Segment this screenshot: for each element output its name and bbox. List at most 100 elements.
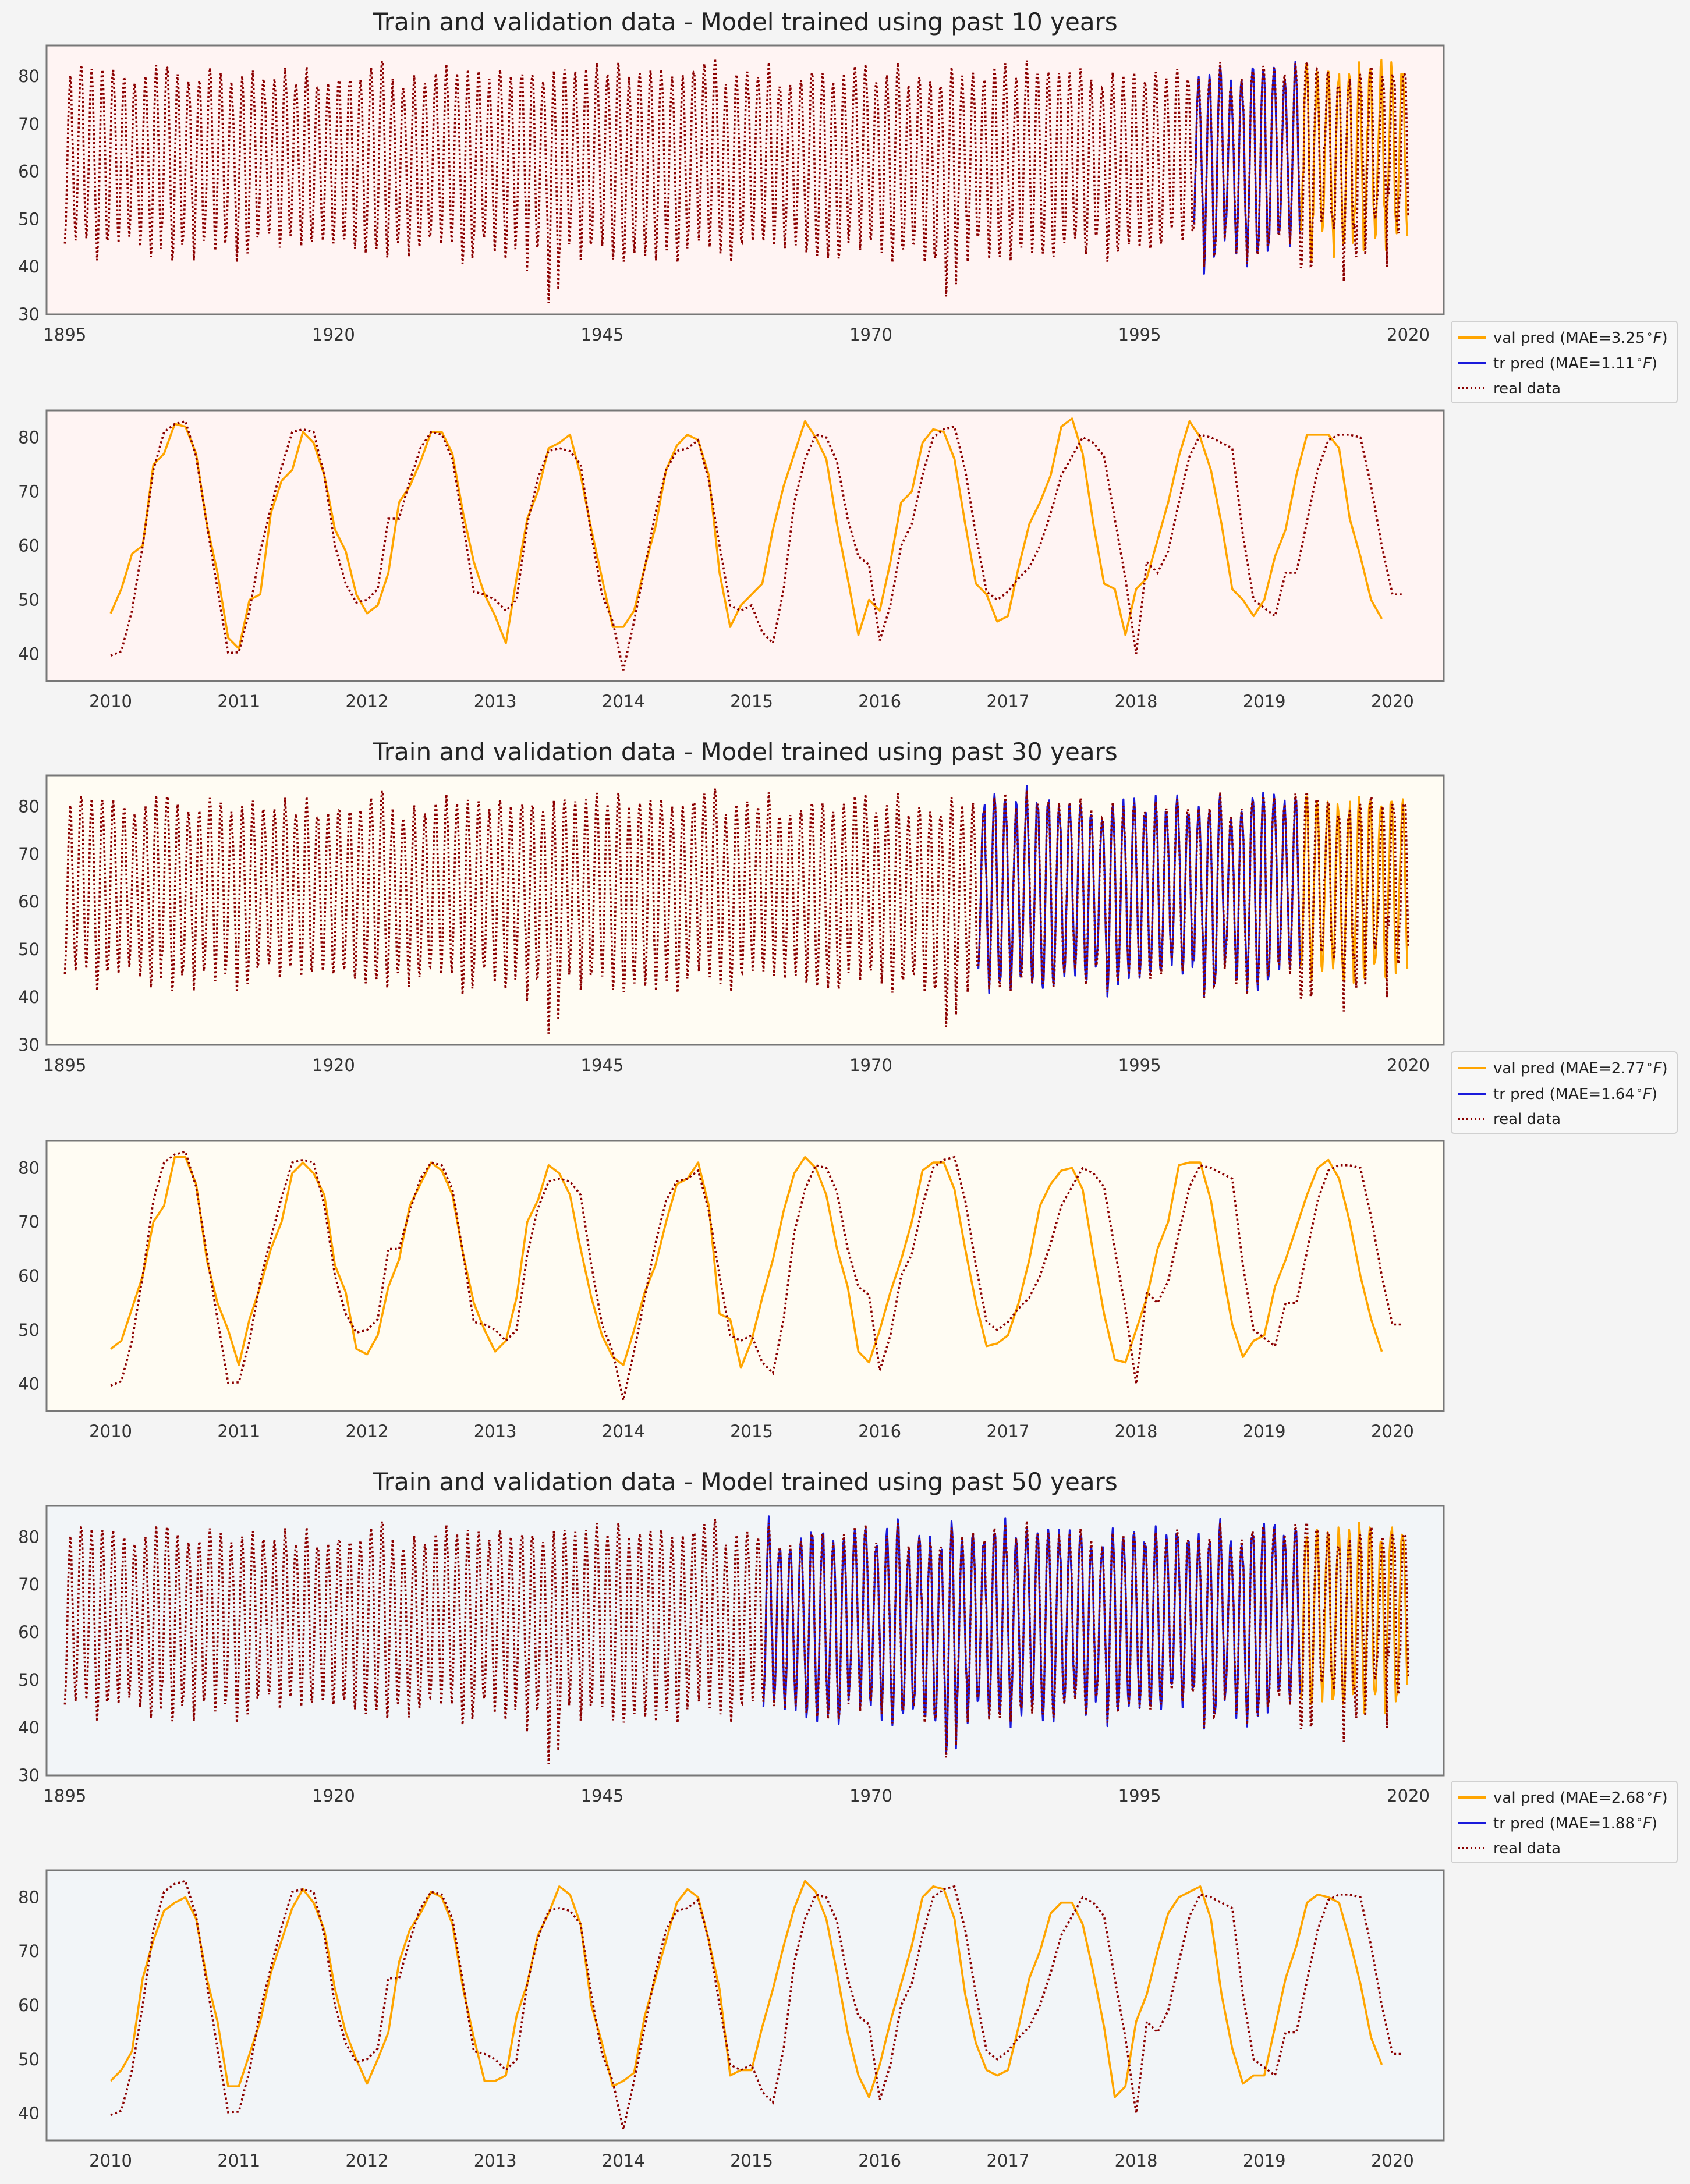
x-tick-label: 2010 (89, 1421, 132, 1441)
y-tick-label: 50 (18, 939, 40, 959)
y-tick-label: 60 (18, 536, 40, 556)
x-tick-label: 2018 (1115, 2151, 1158, 2171)
x-tick-label: 2015 (730, 2151, 773, 2171)
x-tick-label: 2019 (1243, 692, 1286, 711)
x-tick-label: 1970 (849, 325, 892, 345)
x-tick-label: 2017 (986, 1421, 1029, 1441)
legend-box (1451, 321, 1678, 403)
x-tick-label: 2010 (89, 2151, 132, 2171)
y-tick-label: 70 (18, 1212, 40, 1232)
x-tick-label: 1970 (849, 1055, 892, 1075)
legend: val pred (MAE=2.68 ∘F) tr pred (MAE=1.88 ∘… (1451, 1781, 1678, 1863)
zoom-axes: 40 50 60 70 80 2010 2011 2012 2013 2014 2015 2016 20… (18, 409, 1445, 711)
x-tick-label: 2012 (346, 2151, 389, 2171)
x-tick-label: 2016 (858, 1421, 901, 1441)
legend-label-real-data: real data (1493, 1840, 1561, 1857)
legend-label-val-pred: val pred (MAE=2.68 ∘F) (1493, 1788, 1668, 1807)
x-tick-label: 1995 (1118, 1055, 1161, 1075)
y-tick-label: 60 (18, 1995, 40, 2015)
zoom-axes: 40 50 60 70 80 2010 2011 2012 2013 2014 2015 2016 20… (18, 1869, 1445, 2171)
y-tick-label: 40 (18, 644, 40, 664)
y-tick-label: 70 (18, 482, 40, 502)
x-tick-label: 1920 (312, 325, 355, 345)
axes-border (45, 1869, 1445, 2142)
real-data-line (63, 58, 1409, 303)
tr-pred-line (1192, 61, 1301, 275)
y-tick-label: 60 (18, 1266, 40, 1286)
legend-label-val-pred: val pred (MAE=3.25 ∘F) (1493, 328, 1668, 347)
y-tick-label: 30 (18, 1765, 40, 1785)
zoom-axes: 40 50 60 70 80 2010 2011 2012 2013 2014 2015 2016 20… (18, 1140, 1445, 1441)
axes-frame (45, 409, 1445, 682)
x-tick-label: 2014 (602, 2151, 645, 2171)
y-tick-label: 80 (18, 796, 40, 816)
y-tick-label: 70 (18, 1575, 40, 1594)
long-range-axes: 30 40 50 60 70 80 1895 1920 1945 1970 1995 2020 (18, 1505, 1445, 1806)
x-tick-label: 1895 (43, 1786, 86, 1806)
x-tick-label: 2012 (346, 1421, 389, 1441)
x-tick-label: 2012 (346, 692, 389, 711)
x-tick-label: 1920 (312, 1786, 355, 1806)
x-tick-label: 2020 (1371, 692, 1414, 711)
x-tick-label: 2020 (1371, 2151, 1414, 2171)
axes-border (45, 1140, 1445, 1412)
x-tick-label: 2014 (602, 692, 645, 711)
figure-title: Train and validation data - Model traine… (372, 738, 1117, 766)
x-tick-label: 2018 (1115, 1421, 1158, 1441)
y-tick-label: 40 (18, 1718, 40, 1738)
y-tick-label: 80 (18, 1158, 40, 1178)
x-tick-label: 2019 (1243, 2151, 1286, 2171)
x-tick-label: 2020 (1387, 325, 1430, 345)
figure-title: Train and validation data - Model traine… (372, 8, 1117, 36)
y-tick-label: 40 (18, 1374, 40, 1394)
x-tick-label: 1920 (312, 1055, 355, 1075)
x-tick-label: 2020 (1387, 1055, 1430, 1075)
legend-box (1451, 1781, 1678, 1863)
y-tick-label: 80 (18, 1527, 40, 1547)
y-tick-label: 50 (18, 2050, 40, 2069)
legend-label-val-pred: val pred (MAE=2.77 ∘F) (1493, 1058, 1668, 1077)
axes-border (45, 44, 1445, 315)
x-tick-label: 1970 (849, 1786, 892, 1806)
legend: val pred (MAE=3.25 ∘F) tr pred (MAE=1.11 ∘… (1451, 321, 1678, 403)
y-tick-label: 60 (18, 162, 40, 182)
x-tick-label: 2011 (217, 2151, 260, 2171)
y-tick-label: 80 (18, 428, 40, 448)
x-tick-label: 2017 (986, 2151, 1029, 2171)
x-tick-label: 1995 (1118, 1786, 1161, 1806)
real-data-line (110, 420, 1404, 671)
y-tick-label: 60 (18, 892, 40, 912)
y-tick-label: 50 (18, 1320, 40, 1340)
axes-border (45, 409, 1445, 682)
axes-frame (45, 1869, 1445, 2142)
x-tick-label: 2014 (602, 1421, 645, 1441)
x-tick-label: 2011 (217, 1421, 260, 1441)
x-tick-label: 1945 (581, 325, 624, 345)
y-tick-label: 50 (18, 209, 40, 229)
legend-box (1451, 1051, 1678, 1134)
x-tick-label: 2016 (858, 692, 901, 711)
legend-label-tr-pred: tr pred (MAE=1.11 ∘F) (1493, 353, 1657, 373)
y-tick-label: 50 (18, 590, 40, 610)
legend-label-real-data: real data (1493, 380, 1561, 398)
x-tick-label: 2010 (89, 692, 132, 711)
y-tick-label: 30 (18, 1035, 40, 1055)
legend-label-tr-pred: tr pred (MAE=1.88 ∘F) (1493, 1813, 1657, 1832)
long-range-axes: 30 40 50 60 70 80 1895 1920 1945 1970 1995 2020 (18, 774, 1445, 1075)
legend: val pred (MAE=2.77 ∘F) tr pred (MAE=1.64 ∘… (1451, 1051, 1678, 1134)
x-tick-label: 1895 (43, 325, 86, 345)
y-tick-label: 70 (18, 844, 40, 864)
y-tick-label: 70 (18, 114, 40, 134)
x-tick-label: 2015 (730, 1421, 773, 1441)
val-pred-line (109, 417, 1383, 650)
x-tick-label: 2017 (986, 692, 1029, 711)
real-data-line (110, 1880, 1404, 2130)
x-tick-label: 2019 (1243, 1421, 1286, 1441)
x-tick-label: 2020 (1371, 1421, 1414, 1441)
long-range-axes: 30 40 50 60 70 80 1895 1920 1945 1970 1995 2020 (18, 44, 1445, 345)
real-data-line (110, 1150, 1404, 1401)
y-tick-label: 40 (18, 987, 40, 1007)
y-tick-label: 40 (18, 257, 40, 276)
